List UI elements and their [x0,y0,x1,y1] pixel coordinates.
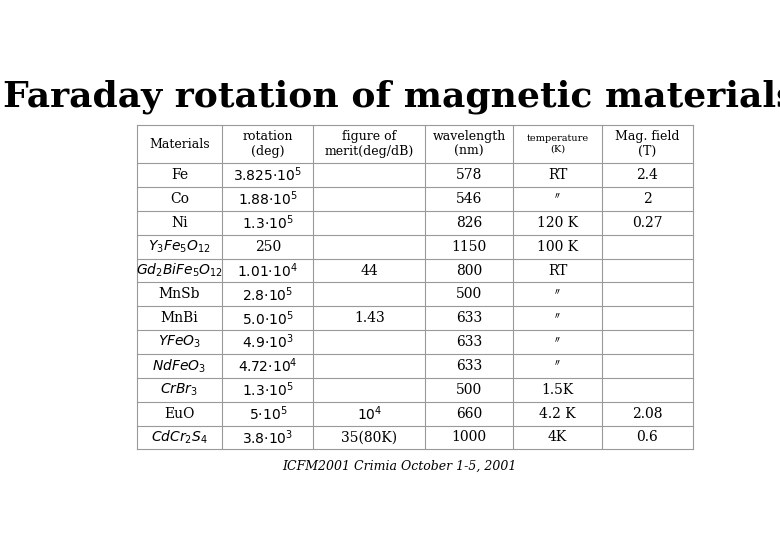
Text: 0.6: 0.6 [636,430,658,444]
Text: $4.9{\cdot}10^3$: $4.9{\cdot}10^3$ [242,333,293,352]
Text: $3.825{\cdot}10^5$: $3.825{\cdot}10^5$ [233,166,302,185]
Text: $4.72{\cdot}10^4$: $4.72{\cdot}10^4$ [238,356,297,375]
Text: $1.01{\cdot}10^4$: $1.01{\cdot}10^4$ [237,261,298,280]
Text: RT: RT [548,264,567,278]
Text: wavelength
(nm): wavelength (nm) [433,130,506,158]
Text: $1.3{\cdot}10^5$: $1.3{\cdot}10^5$ [242,381,293,399]
Text: ICFM2001 Crimia October 1-5, 2001: ICFM2001 Crimia October 1-5, 2001 [282,460,517,473]
Text: 35(80K): 35(80K) [341,430,397,444]
Text: temperature
(K): temperature (K) [526,134,589,154]
Text: $''$: $''$ [554,311,562,325]
Text: Fe: Fe [171,168,188,182]
Text: 4.2 K: 4.2 K [539,407,576,421]
Text: $Gd_2BiFe_5O_{12}$: $Gd_2BiFe_5O_{12}$ [136,262,223,279]
Text: 2.08: 2.08 [632,407,662,421]
Text: 44: 44 [360,264,378,278]
Text: Materials: Materials [149,138,210,151]
Text: $''$: $''$ [554,335,562,349]
Text: $YFeO_3$: $YFeO_3$ [158,334,201,350]
Text: $2.8{\cdot}10^5$: $2.8{\cdot}10^5$ [242,285,293,303]
Text: $''$: $''$ [554,359,562,373]
Text: $3.8{\cdot}10^3$: $3.8{\cdot}10^3$ [242,428,293,447]
Text: 633: 633 [456,359,482,373]
Text: 500: 500 [456,287,482,301]
Text: 826: 826 [456,216,482,230]
Text: $''$: $''$ [554,287,562,301]
Text: RT: RT [548,168,567,182]
Text: $CdCr_2S_4$: $CdCr_2S_4$ [151,429,208,446]
Text: $''$: $''$ [554,192,562,206]
Text: Co: Co [170,192,189,206]
Text: 633: 633 [456,311,482,325]
Text: figure of
merit(deg/dB): figure of merit(deg/dB) [324,130,414,158]
Text: 1000: 1000 [452,430,487,444]
Text: 2.4: 2.4 [636,168,658,182]
Text: 0.27: 0.27 [632,216,663,230]
Text: 578: 578 [456,168,483,182]
Text: MnBi: MnBi [161,311,198,325]
Text: $10^4$: $10^4$ [356,404,382,423]
Text: EuO: EuO [165,407,195,421]
Text: 1150: 1150 [452,240,487,254]
Text: $NdFeO_3$: $NdFeO_3$ [152,357,207,375]
Text: $5.0{\cdot}10^5$: $5.0{\cdot}10^5$ [242,309,293,328]
Text: 250: 250 [254,240,281,254]
Text: 100 K: 100 K [537,240,578,254]
Text: rotation
(deg): rotation (deg) [243,130,293,158]
Text: $5{\cdot}10^5$: $5{\cdot}10^5$ [249,404,287,423]
Text: Mag. field
(T): Mag. field (T) [615,130,679,158]
Text: 120 K: 120 K [537,216,578,230]
Text: $1.88{\cdot}10^5$: $1.88{\cdot}10^5$ [238,190,298,208]
Text: 1.5K: 1.5K [541,383,574,397]
Text: 800: 800 [456,264,482,278]
Text: 660: 660 [456,407,482,421]
Text: Faraday rotation of magnetic materials: Faraday rotation of magnetic materials [3,79,780,114]
Text: $Y_3Fe_5O_{12}$: $Y_3Fe_5O_{12}$ [148,239,211,255]
Text: $1.3{\cdot}10^5$: $1.3{\cdot}10^5$ [242,213,293,232]
Text: 546: 546 [456,192,483,206]
Text: $CrBr_3$: $CrBr_3$ [161,382,198,398]
Text: Ni: Ni [171,216,188,230]
Text: MnSb: MnSb [158,287,200,301]
Text: 500: 500 [456,383,482,397]
Text: 1.43: 1.43 [354,311,385,325]
Text: 4K: 4K [548,430,567,444]
Text: 2: 2 [643,192,652,206]
Text: 633: 633 [456,335,482,349]
